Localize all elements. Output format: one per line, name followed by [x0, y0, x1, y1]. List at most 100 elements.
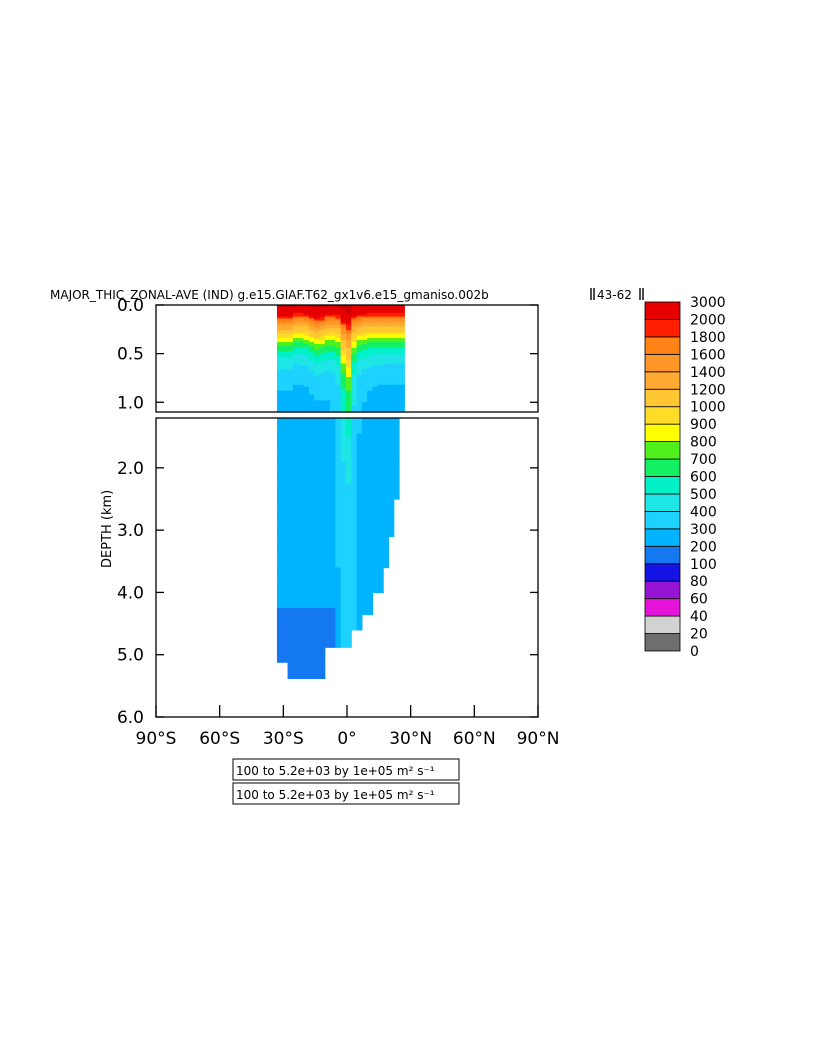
lower-field-cell: [308, 614, 315, 618]
upper-field-cell: [330, 349, 336, 353]
lower-field-cell: [319, 642, 326, 646]
upper-field-cell: [388, 357, 395, 361]
upper-field-cell: [335, 373, 342, 376]
lower-field-cell: [345, 446, 352, 450]
lower-field-cell: [287, 614, 294, 618]
lower-field-cell: [308, 498, 315, 503]
lower-field-cell: [276, 495, 283, 500]
upper-field-cell: [330, 365, 336, 368]
upper-field-cell: [351, 363, 358, 366]
lower-field-cell: [314, 433, 321, 438]
lower-field-cell: [356, 573, 363, 578]
upper-field-cell: [340, 400, 347, 403]
upper-field-cell: [351, 367, 358, 370]
lower-field-cell: [292, 676, 299, 679]
lower-field-cell: [282, 551, 289, 556]
upper-field-cell: [361, 388, 368, 392]
upper-field-cell: [292, 318, 299, 322]
upper-field-cell: [292, 320, 299, 324]
upper-field-cell: [324, 340, 331, 343]
upper-field-cell: [398, 406, 405, 409]
lower-field-cell: [345, 545, 352, 550]
upper-field-cell: [345, 365, 352, 368]
lower-field-cell: [377, 442, 384, 447]
upper-field-cell: [398, 400, 405, 403]
upper-field-cell: [383, 408, 389, 411]
upper-field-cell: [314, 305, 321, 308]
lower-field-cell: [303, 629, 310, 634]
upper-field-cell: [383, 320, 389, 324]
lower-field-cell: [383, 455, 389, 460]
lower-field-cell: [314, 589, 321, 594]
lower-field-cell: [367, 607, 374, 612]
lower-field-cell: [345, 474, 352, 478]
colorbar-swatch: [644, 615, 681, 634]
upper-field-cell: [340, 351, 347, 355]
lower-field-cell: [377, 530, 384, 534]
colorbar: 0204060801002003004005006007008009001000…: [644, 295, 726, 660]
lower-field-cell: [345, 533, 352, 537]
lower-field-cell: [314, 570, 321, 575]
lower-field-cell: [276, 492, 283, 497]
lower-field-cell: [314, 530, 321, 534]
upper-field-cell: [298, 351, 305, 355]
lower-field-cell: [340, 436, 347, 441]
upper-field-cell: [367, 390, 374, 394]
upper-field-cell: [383, 375, 389, 378]
upper-field-cell: [324, 316, 331, 320]
lower-field-cell: [377, 477, 384, 481]
lower-field-cell: [276, 511, 283, 516]
colorbar-swatch: [644, 580, 681, 600]
lower-field-cell: [298, 424, 305, 428]
lower-field-cell: [314, 620, 321, 625]
upper-field-cell: [356, 408, 363, 411]
lower-field-cell: [340, 452, 347, 456]
upper-field-cell: [345, 318, 352, 322]
lower-field-cell: [287, 589, 294, 594]
lower-field-cell: [345, 589, 352, 594]
lower-field-cell: [351, 573, 358, 578]
lower-field-cell: [303, 558, 310, 562]
lower-field-cell: [303, 664, 310, 668]
upper-field-cell: [324, 305, 331, 308]
lower-field-cell: [383, 474, 389, 478]
upper-field-cell: [330, 402, 336, 405]
lower-field-cell: [330, 567, 336, 572]
lower-field-cell: [351, 539, 358, 544]
upper-field-cell: [303, 363, 310, 366]
upper-field-cell: [345, 388, 352, 392]
upper-field-cell: [345, 326, 352, 329]
upper-field-cell: [282, 324, 289, 327]
lower-field-cell: [351, 545, 358, 550]
lower-field-cell: [324, 520, 331, 525]
lower-field-cell: [287, 660, 294, 665]
lower-field-cell: [345, 421, 352, 425]
lower-field-cell: [282, 660, 289, 663]
upper-field-cell: [367, 371, 374, 374]
upper-field-cell: [282, 351, 289, 355]
lower-field-cell: [287, 530, 294, 534]
upper-field-cell: [356, 361, 363, 364]
lower-field-cell: [388, 470, 395, 475]
lower-field-cell: [345, 607, 352, 612]
upper-field-cell: [308, 386, 315, 390]
lower-field-cell: [377, 436, 384, 441]
upper-field-cell: [361, 404, 368, 407]
upper-field-cell: [361, 373, 368, 376]
lower-field-cell: [335, 576, 342, 581]
upper-field-cell: [356, 314, 363, 318]
upper-field-cell: [388, 396, 395, 399]
lower-field-cell: [303, 436, 310, 441]
lower-field-cell: [292, 492, 299, 497]
lower-field-cell: [276, 523, 283, 528]
lower-field-cell: [298, 645, 305, 650]
lower-field-cell: [361, 455, 368, 460]
upper-field-cell: [388, 320, 395, 324]
lower-field-cell: [298, 536, 305, 541]
upper-field-cell: [308, 367, 315, 370]
upper-field-cell: [383, 367, 389, 370]
lower-field-cell: [330, 427, 336, 432]
upper-field-cell: [351, 359, 358, 363]
upper-field-cell: [330, 314, 336, 318]
lower-field-cell: [356, 495, 363, 500]
